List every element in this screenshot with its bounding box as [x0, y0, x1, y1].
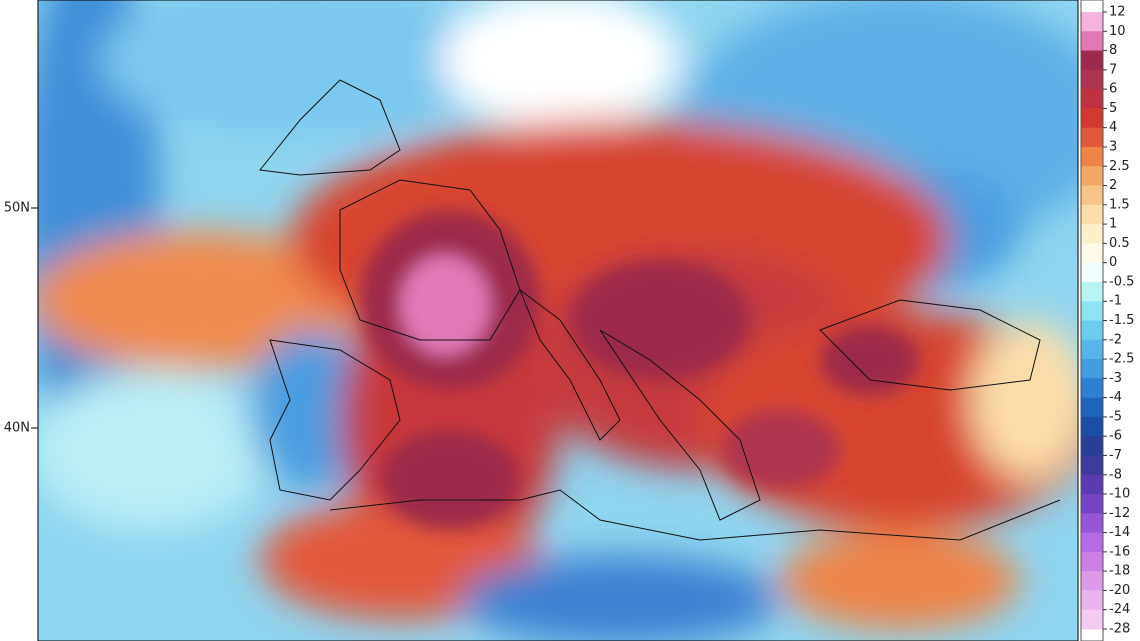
colorbar-label: -0.5	[1109, 274, 1134, 289]
colorbar-label: -2.5	[1109, 352, 1134, 367]
colorbar-swatch	[1081, 532, 1103, 553]
map-frame	[37, 0, 1079, 641]
colorbar-label: 5	[1109, 101, 1117, 116]
colorbar-label: 8	[1109, 43, 1117, 58]
colorbar-swatch	[1081, 166, 1103, 187]
colorbar-swatch	[1081, 359, 1103, 379]
colorbar-swatch	[1081, 281, 1103, 302]
lat-label: 50N	[4, 201, 30, 216]
coastlines	[259, 79, 1061, 541]
colorbar-swatch	[1081, 436, 1103, 456]
colorbar-swatch	[1081, 69, 1103, 90]
colorbar-label: -18	[1109, 564, 1130, 579]
temperature-anomaly-field	[38, 0, 1078, 641]
colorbar-label: -24	[1109, 602, 1130, 617]
colorbar-swatch	[1081, 320, 1103, 341]
colorbar-swatch	[1081, 397, 1103, 418]
colorbar-label: -14	[1109, 525, 1130, 540]
colorbar-label: -4	[1109, 390, 1122, 405]
colorbar-swatch	[1081, 455, 1103, 476]
colorbar-label: -12	[1109, 506, 1130, 521]
lat-label: 40N	[4, 421, 30, 436]
colorbar-label: 2	[1109, 178, 1117, 193]
colorbar-label: 7	[1109, 62, 1117, 77]
colorbar-swatch	[1081, 108, 1103, 129]
colorbar-swatch	[1081, 224, 1103, 244]
colorbar-label: -3	[1109, 371, 1122, 386]
colorbar-label: 12	[1109, 5, 1126, 20]
colorbar-label: -28	[1109, 622, 1130, 637]
colorbar-swatch	[1081, 571, 1103, 591]
colorbar-label: -5	[1109, 409, 1122, 424]
colorbar-label: -1	[1109, 294, 1122, 309]
colorbar-swatch	[1081, 416, 1103, 437]
colorbar-swatch	[1081, 127, 1103, 148]
colorbar-swatch	[1081, 301, 1103, 321]
colorbar-swatch	[1081, 474, 1103, 495]
colorbar-label: 3	[1109, 139, 1117, 154]
colorbar-swatch	[1081, 551, 1103, 572]
colorbar-swatch	[1081, 50, 1103, 71]
colorbar-swatch	[1081, 262, 1103, 283]
colorbar-swatch	[1081, 31, 1103, 52]
colorbar-swatch	[1081, 339, 1103, 360]
colorbar-label: 6	[1109, 82, 1117, 97]
colorbar-label: -16	[1109, 544, 1130, 559]
colorbar-label: -7	[1109, 448, 1122, 463]
colorbar-label: 0.5	[1109, 236, 1130, 251]
colorbar-swatch	[1081, 12, 1103, 32]
colorbar-swatch	[1081, 146, 1103, 167]
colorbar-label: -1.5	[1109, 313, 1134, 328]
colorbar-swatch	[1081, 89, 1103, 109]
colorbar-label: 2.5	[1109, 159, 1130, 174]
latitude-labels: 50N 40N	[4, 201, 38, 436]
colorbar-label: 0	[1109, 255, 1117, 270]
colorbar-label: -10	[1109, 487, 1130, 502]
colorbar-swatch	[1081, 494, 1103, 514]
colorbar-swatch	[1081, 378, 1103, 399]
colorbar-swatch	[1081, 513, 1103, 534]
colorbar-label: -6	[1109, 429, 1122, 444]
colorbar-label: -20	[1109, 583, 1130, 598]
colorbar-swatch	[1081, 185, 1103, 206]
colorbar-swatch	[1081, 243, 1103, 264]
colorbar-swatch	[1081, 590, 1103, 611]
colorbar-label: 4	[1109, 120, 1117, 135]
colorbar-label: 1	[1109, 217, 1117, 232]
colorbar-swatch	[1081, 204, 1103, 225]
colorbar-label: -8	[1109, 467, 1122, 482]
colorbar: 12 10 8 7 6 5 4 3 2.5 2 1.5 1 0.5 0 -0.5 -1 -1.5 -2 -2.5 -3…	[1080, 0, 1134, 641]
colorbar-swatch	[1081, 609, 1103, 630]
colorbar-label: 1.5	[1109, 197, 1130, 212]
colorbar-label: 10	[1109, 24, 1126, 39]
colorbar-label: -2	[1109, 332, 1122, 347]
